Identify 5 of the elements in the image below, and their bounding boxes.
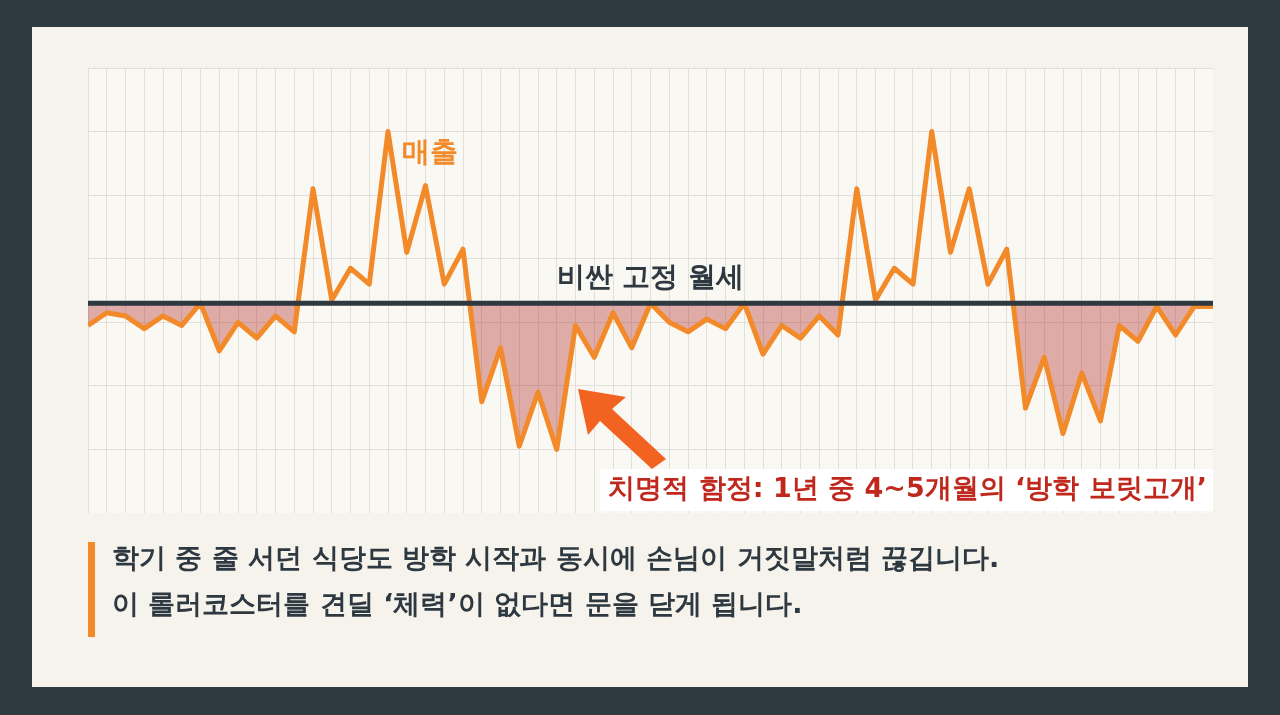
series-label: 매출 [402, 134, 458, 168]
text: 치명적 함정: 1년 중 4~5개월의 ‘방학 보릿고개’ [608, 472, 1207, 504]
text: 이 롤러코스터를 견딜 ‘체력’이 없다면 문을 닫게 됩니다. [112, 587, 804, 621]
text: 학기 중 줄 서던 식당도 방학 시작과 동시에 손님이 거짓말처럼 끊깁니다. [112, 541, 1000, 575]
ref-line-label: 비싼 고정 월세 [556, 260, 745, 294]
